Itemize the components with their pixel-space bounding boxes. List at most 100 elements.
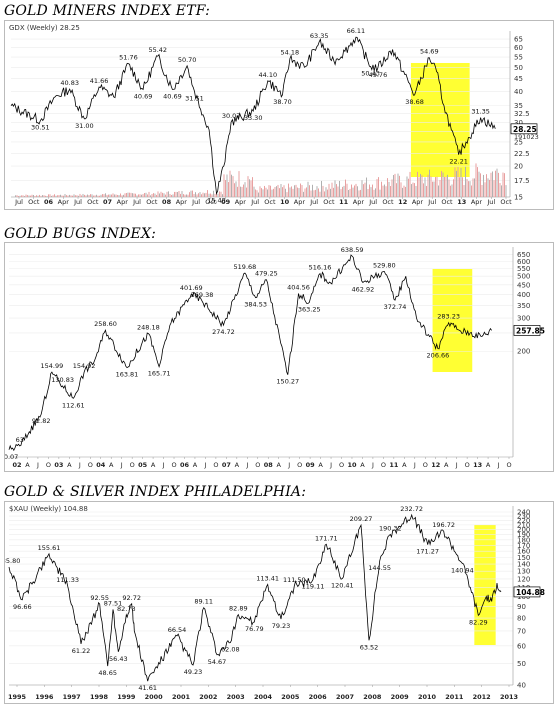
volume-bar bbox=[28, 195, 30, 197]
volume-bar bbox=[186, 194, 187, 197]
volume-bar bbox=[79, 193, 81, 197]
data-label: 63 bbox=[16, 436, 24, 444]
volume-bar bbox=[192, 190, 193, 197]
x-tick-label: A bbox=[444, 461, 449, 469]
volume-bar bbox=[342, 186, 343, 197]
x-tick-label: 12 bbox=[398, 198, 407, 206]
volume-bar bbox=[115, 194, 117, 197]
data-label: 79.23 bbox=[272, 622, 291, 630]
x-tick-label: 2001 bbox=[172, 693, 191, 701]
volume-bar bbox=[165, 194, 166, 197]
volume-bar bbox=[445, 176, 447, 197]
x-tick-label: Oct bbox=[205, 198, 217, 206]
volume-bar bbox=[400, 182, 402, 197]
x-tick-label: 2000 bbox=[145, 693, 164, 701]
volume-bar bbox=[262, 189, 264, 197]
volume-bar bbox=[352, 187, 354, 197]
x-tick-label: J bbox=[120, 461, 123, 469]
highlight-box bbox=[474, 525, 496, 645]
data-label: 163.81 bbox=[116, 371, 139, 379]
volume-bar bbox=[429, 169, 430, 197]
volume-bar bbox=[106, 194, 108, 197]
volume-bar bbox=[70, 195, 72, 197]
x-tick-label: 2010 bbox=[418, 693, 437, 701]
volume-bar bbox=[334, 180, 336, 197]
volume-bar bbox=[493, 180, 495, 197]
volume-bar bbox=[375, 188, 376, 197]
volume-bar bbox=[201, 194, 202, 197]
y-tick-label: 350 bbox=[517, 302, 530, 310]
volume-bar bbox=[228, 182, 229, 197]
volume-bar bbox=[238, 171, 240, 197]
y-tick-label: 550 bbox=[517, 265, 530, 273]
y-tick-label: 60 bbox=[514, 44, 523, 52]
volume-bar bbox=[328, 183, 330, 197]
volume-bar bbox=[487, 178, 489, 197]
volume-bar bbox=[243, 184, 244, 197]
x-tick-label: 10 bbox=[347, 461, 357, 469]
data-label: 60.07 bbox=[5, 453, 18, 461]
data-label: 40.69 bbox=[163, 93, 182, 101]
last-value-label: 28.25 bbox=[513, 125, 537, 134]
x-tick-label: Oct bbox=[323, 198, 335, 206]
volume-bar bbox=[139, 194, 141, 197]
x-tick-label: O bbox=[130, 461, 135, 469]
volume-bar bbox=[469, 181, 471, 197]
volume-bar bbox=[376, 179, 378, 197]
y-tick-label: 35 bbox=[514, 102, 523, 110]
volume-bar bbox=[42, 195, 43, 197]
volume-bar bbox=[420, 173, 421, 197]
y-tick-label: 45 bbox=[514, 75, 523, 83]
y-tick-label: 55 bbox=[514, 54, 523, 62]
volume-bar bbox=[321, 180, 322, 197]
volume-bar bbox=[372, 184, 373, 197]
last-value-box bbox=[513, 325, 541, 336]
x-tick-label: 2012 bbox=[473, 693, 491, 701]
volume-bar bbox=[117, 194, 118, 197]
volume-bar bbox=[397, 173, 399, 197]
volume-bar bbox=[456, 170, 457, 197]
data-label: 258.60 bbox=[94, 320, 117, 328]
volume-bar bbox=[357, 186, 358, 197]
data-label: 66.54 bbox=[168, 626, 187, 634]
data-label: 130.83 bbox=[51, 376, 74, 384]
volume-bar bbox=[288, 183, 289, 197]
volume-bar bbox=[474, 178, 475, 197]
volume-bar bbox=[57, 195, 58, 197]
x-tick-label: Oct bbox=[441, 198, 453, 206]
x-tick-label: A bbox=[486, 461, 491, 469]
volume-bar bbox=[202, 192, 204, 197]
panel-title-gold-bugs: GOLD BUGS INDEX: bbox=[4, 226, 157, 242]
x-tick-label: 2002 bbox=[199, 693, 217, 701]
volume-bar bbox=[402, 187, 403, 197]
volume-bar bbox=[466, 179, 468, 197]
data-label: 40.83 bbox=[60, 79, 79, 87]
volume-bar bbox=[315, 189, 316, 197]
volume-bar bbox=[171, 194, 172, 197]
chart-gold-bugs-svg: 20025030035040045050055060065060.076392.… bbox=[5, 246, 545, 469]
volume-bar bbox=[441, 170, 442, 197]
volume-bar bbox=[379, 189, 381, 197]
volume-bar bbox=[277, 184, 279, 197]
volume-bar bbox=[120, 193, 121, 197]
volume-bar bbox=[433, 181, 435, 197]
volume-bar bbox=[184, 194, 186, 197]
volume-bar bbox=[159, 193, 160, 197]
volume-bar bbox=[462, 177, 463, 197]
panel-title-gdx: GOLD MINERS INDEX ETF: bbox=[4, 3, 211, 19]
volume-bar bbox=[151, 194, 153, 197]
price-line bbox=[10, 36, 496, 196]
x-tick-label: Apr bbox=[235, 198, 247, 206]
volume-bar bbox=[426, 185, 427, 197]
data-label: 31.51 bbox=[185, 94, 204, 102]
volume-bar bbox=[490, 172, 492, 197]
x-tick-label: 2007 bbox=[336, 693, 354, 701]
volume-bar bbox=[391, 179, 393, 197]
volume-bar bbox=[198, 193, 199, 197]
data-label: 154.99 bbox=[41, 362, 64, 370]
volume-bar bbox=[495, 170, 496, 197]
x-tick-label: A bbox=[360, 461, 365, 469]
volume-bar bbox=[351, 184, 352, 197]
volume-bar bbox=[205, 192, 207, 197]
volume-bar bbox=[234, 183, 235, 197]
